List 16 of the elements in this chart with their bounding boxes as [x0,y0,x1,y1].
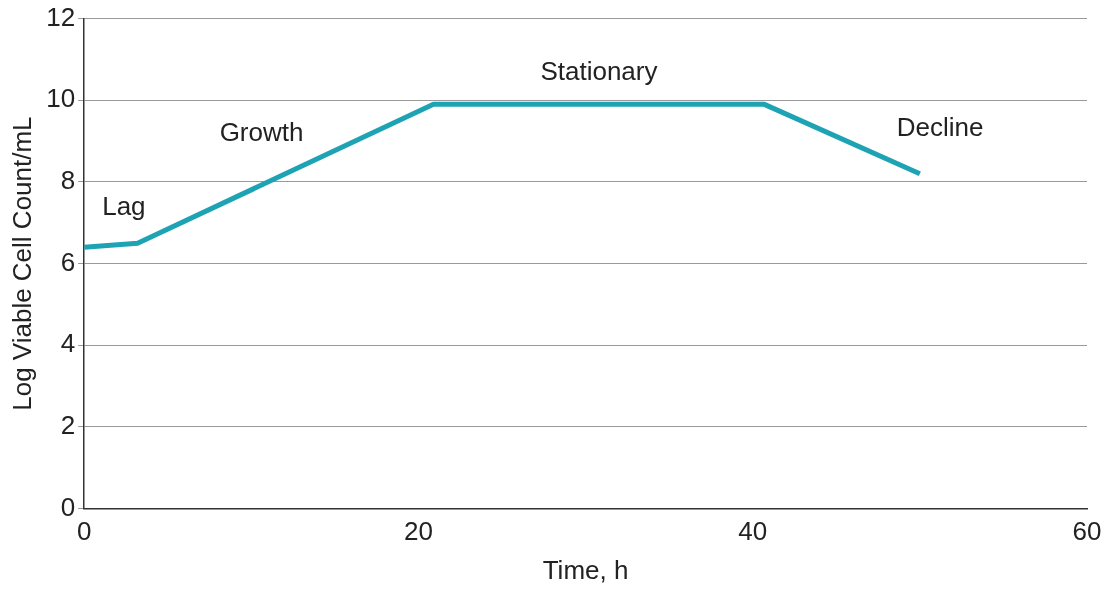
x-tick-label: 40 [738,516,768,547]
y-tick-label: 0 [60,491,76,522]
y-tick-label: 12 [46,1,76,32]
annotation: Decline [896,112,984,143]
annotation: Stationary [540,55,658,86]
y-axis-title: Log Viable Cell Count/mL [6,116,37,411]
x-tick-label: 20 [403,516,433,547]
x-axis-title: Time, h [542,554,629,585]
y-tick-label: 2 [60,410,76,441]
y-tick-label: 8 [60,165,76,196]
annotation: Growth [219,116,304,147]
annotation: Lag [102,191,146,222]
y-tick-label: 6 [60,246,76,277]
y-tick-label: 4 [60,328,76,359]
y-tick-label: 10 [46,83,76,114]
x-tick-label: 60 [1072,516,1102,547]
